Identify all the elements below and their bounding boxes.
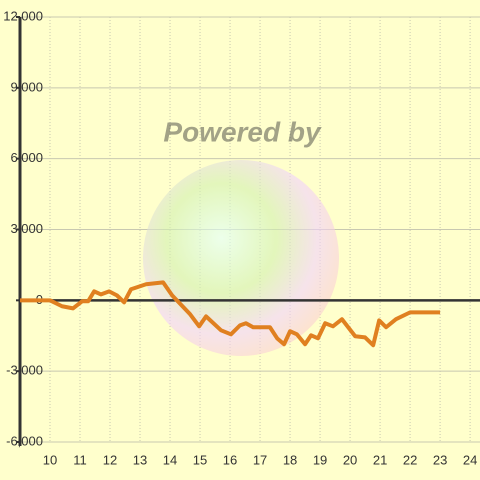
- grid: [20, 16, 480, 443]
- y-tick-label: 3,000: [10, 221, 43, 236]
- x-tick-label: 17: [253, 452, 267, 467]
- y-tick-label: 6,000: [10, 150, 43, 165]
- watermark-logo: [143, 160, 339, 356]
- y-tick-label: 9,000: [10, 79, 43, 94]
- y-tick-label: -3,000: [6, 363, 43, 378]
- y-tick-label: -6,000: [6, 433, 43, 448]
- x-tick-label: 22: [403, 452, 417, 467]
- x-tick-label: 13: [133, 452, 147, 467]
- x-tick-label: 20: [343, 452, 357, 467]
- watermark: Powered by: [163, 116, 322, 147]
- x-tick-label: 18: [283, 452, 297, 467]
- x-tick-label: 16: [223, 452, 237, 467]
- x-tick-label: 23: [433, 452, 447, 467]
- x-tick-label: 10: [43, 452, 57, 467]
- plot: -6,000-3,00003,0006,0009,00012,000101112…: [3, 8, 480, 467]
- x-tick-label: 21: [373, 452, 387, 467]
- y-tick-label: 12,000: [3, 8, 43, 23]
- x-tick-label: 12: [103, 452, 117, 467]
- x-tick-label: 15: [193, 452, 207, 467]
- x-tick-label: 19: [313, 452, 327, 467]
- x-tick-label: 24: [463, 452, 477, 467]
- data-line: [20, 280, 441, 348]
- x-tick-label: 11: [73, 452, 87, 467]
- x-tick-label: 14: [163, 452, 177, 467]
